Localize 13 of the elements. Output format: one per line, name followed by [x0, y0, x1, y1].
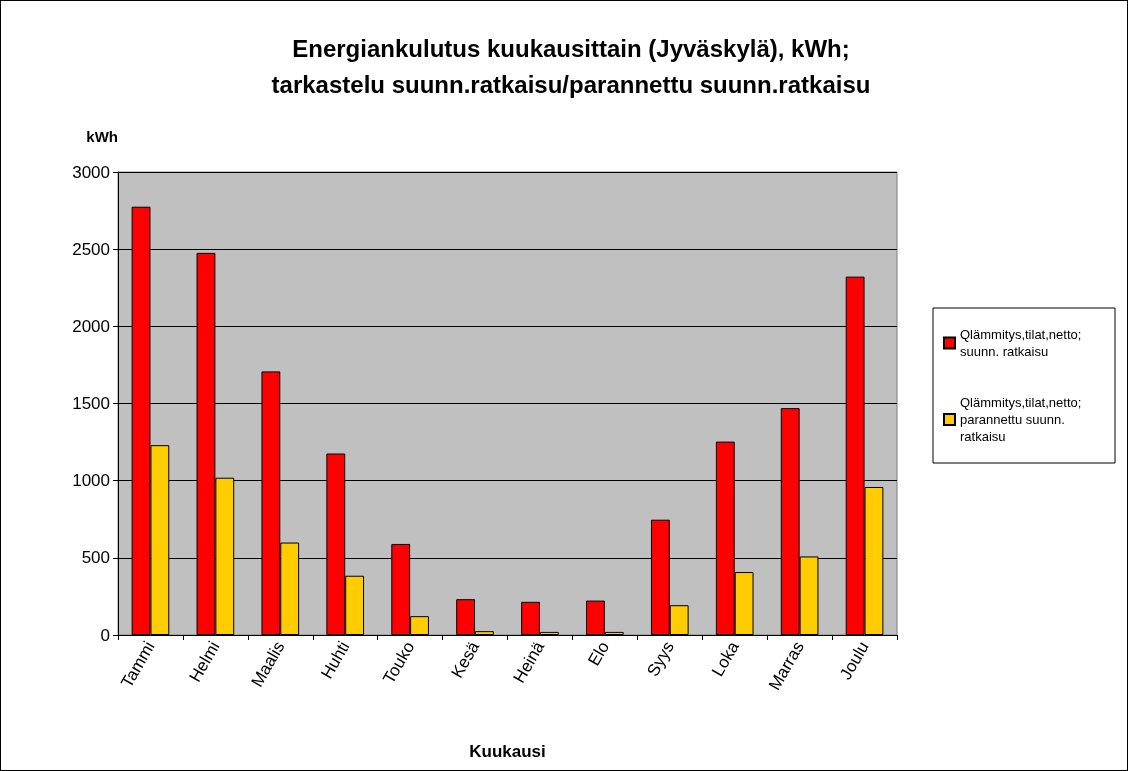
- y-tick-label: 0: [100, 625, 110, 645]
- y-tick-label: 3000: [72, 162, 110, 182]
- y-tick-label: 2500: [72, 239, 110, 259]
- x-tick-label: Elo: [584, 638, 614, 670]
- x-axis-title: Kuukausi: [469, 742, 546, 761]
- y-tick-label: 2000: [72, 316, 110, 336]
- legend-label: Qlämmitys,tilat,netto; parannettu suunn. ratkaisu: [960, 395, 1085, 444]
- chart-title: Energiankulutus kuukausittain (Jyväskylä), kWh; tarkastelu suunn.ratkaisu/parannettu suunn.ratkaisu: [271, 34, 871, 98]
- legend-label: Qlämmitys,tilat,netto; suunn. ratkaisu: [960, 327, 1085, 359]
- y-tick-label: 1500: [72, 394, 110, 413]
- y-axis-title: kWh: [86, 128, 118, 145]
- y-tick-label: 1000: [72, 471, 110, 491]
- y-tick-label: 500: [81, 548, 110, 568]
